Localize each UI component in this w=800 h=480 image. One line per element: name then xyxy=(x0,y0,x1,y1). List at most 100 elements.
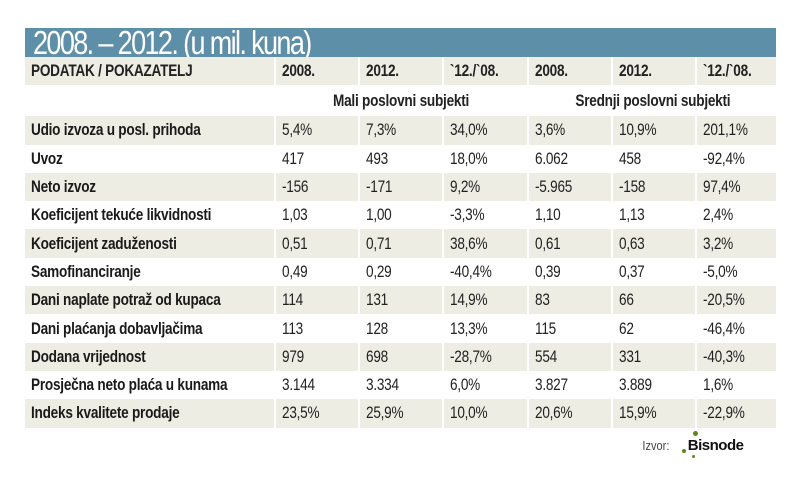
row-label: Udio izvoza u posl. prihoda xyxy=(25,116,275,145)
header-cell: 2008. xyxy=(274,57,359,86)
group-mali: Mali poslovni subjekti xyxy=(274,85,528,117)
value-cell: 1,6% xyxy=(695,370,776,400)
logo-dot xyxy=(681,449,686,453)
value-cell: 417 xyxy=(274,144,359,173)
logo-dot xyxy=(691,455,695,458)
value-cell: 18,0% xyxy=(442,144,528,173)
value-cell: 62 xyxy=(611,314,696,343)
value-cell: 698 xyxy=(358,342,443,371)
value-cell: 115 xyxy=(527,314,612,343)
value-cell: -171 xyxy=(358,172,443,202)
value-cell: 2,4% xyxy=(695,201,776,230)
header-cell: PODATAK / POKAZATELJ xyxy=(25,57,275,86)
value-cell: -22,9% xyxy=(695,399,776,428)
value-cell: 0,49 xyxy=(274,257,359,287)
table-row: Udio izvoza u posl. prihoda 5,4% 7,3% 34,0%… xyxy=(25,116,776,145)
value-cell: 0,61 xyxy=(527,229,612,258)
value-cell: 0,51 xyxy=(274,229,359,258)
value-cell: 458 xyxy=(611,144,696,173)
value-cell: 7,3% xyxy=(358,116,443,145)
row-label: Koeficijent tekuće likvidnosti xyxy=(31,205,212,225)
value-cell: 113 xyxy=(274,314,359,343)
value-cell: 0,71 xyxy=(358,229,443,258)
value-cell: 0,37 xyxy=(611,257,696,287)
bisnode-logo: Bisnode xyxy=(681,431,744,458)
row-label: Samofinanciranje xyxy=(31,261,141,281)
value-cell: 331 xyxy=(611,342,696,371)
value-cell: 3.827 xyxy=(527,370,612,400)
value-cell: -156 xyxy=(274,172,359,202)
value-cell: -28,7% xyxy=(442,342,528,371)
value-cell: 201,1% xyxy=(695,116,776,145)
value-cell: 3.889 xyxy=(611,370,696,400)
row-label: Neto izvoz xyxy=(25,172,275,202)
table-row: Uvoz 417 493 18,0% 6.062 458 -92,4% xyxy=(25,144,776,173)
value-cell: -92,4% xyxy=(695,144,776,173)
value-cell: -3,3% xyxy=(442,201,528,230)
value-cell: 0,29 xyxy=(358,257,443,287)
group-row: Mali poslovni subjekti Srednji poslovni … xyxy=(25,85,776,117)
row-label: Prosječna neto plaća u kunama xyxy=(31,375,228,395)
row-label: Dani naplate potraž od kupaca xyxy=(25,286,275,315)
table-row: Dodana vrijednost 979 698 -28,7% 554 331 -40,3… xyxy=(25,342,776,371)
value-cell: -40,4% xyxy=(442,257,528,287)
value-cell: 1,03 xyxy=(274,201,359,230)
header-cell: 2012. xyxy=(611,57,696,86)
value-cell: 3.144 xyxy=(274,370,359,400)
group-spacer xyxy=(25,85,275,116)
value-cell: 0,39 xyxy=(527,257,612,287)
value-cell: 3,6% xyxy=(527,116,612,145)
value-cell: -5,0% xyxy=(695,257,776,287)
value-cell: 20,6% xyxy=(527,399,612,428)
value-cell: 554 xyxy=(527,342,612,371)
value-cell: 13,3% xyxy=(442,314,528,343)
value-cell: 6,0% xyxy=(442,370,528,400)
row-label: Dani plaćanja dobavljačima xyxy=(31,318,203,338)
title-bar: 2008. – 2012. (u mil. kuna) xyxy=(25,24,776,61)
value-cell: 15,9% xyxy=(611,399,696,428)
value-cell: 5,4% xyxy=(274,116,359,145)
value-cell: 1,10 xyxy=(527,201,612,230)
data-table: PODATAK / POKAZATELJ 2008. 2012. `12./`0… xyxy=(25,57,776,428)
row-label: Koeficijent zaduženosti xyxy=(25,229,275,258)
table-row: Samofinanciranje 0,49 0,29 -40,4% 0,39 0,37 -5… xyxy=(25,257,776,287)
row-label: Indeks kvalitete prodaje xyxy=(25,399,275,428)
header-cell: `12./`08. xyxy=(695,57,776,86)
value-cell: 9,2% xyxy=(442,172,528,202)
row-label: Dodana vrijednost xyxy=(25,342,275,371)
value-cell: -40,3% xyxy=(695,342,776,371)
value-cell: 83 xyxy=(527,286,612,315)
value-cell: -46,4% xyxy=(695,314,776,343)
value-cell: 34,0% xyxy=(442,116,528,145)
value-cell: 114 xyxy=(274,286,359,315)
value-cell: 23,5% xyxy=(274,399,359,428)
value-cell: 6.062 xyxy=(527,144,612,173)
table-row: Koeficijent tekuće likvidnosti 1,03 1,00 -3… xyxy=(25,201,776,230)
row-label: Uvoz xyxy=(31,148,63,168)
value-cell: 493 xyxy=(358,144,443,173)
logo-dot xyxy=(692,431,698,436)
source: Izvor: Bisnode xyxy=(640,431,744,458)
table-row: Dani naplate potraž od kupaca 114 131 14,9%… xyxy=(25,286,776,315)
value-cell: 1,13 xyxy=(611,201,696,230)
table-row: Koeficijent zaduženosti 0,51 0,71 38,6% 0,61… xyxy=(25,229,776,258)
value-cell: 3.334 xyxy=(358,370,443,400)
value-cell: 128 xyxy=(358,314,443,343)
value-cell: -158 xyxy=(611,172,696,202)
value-cell: 10,0% xyxy=(442,399,528,428)
group-srednji: Srednji poslovni subjekti xyxy=(527,85,776,117)
table-row: Prosječna neto plaća u kunama 3.144 3.334 6… xyxy=(25,370,776,400)
value-cell: 38,6% xyxy=(442,229,528,258)
value-cell: -5.965 xyxy=(527,172,612,202)
value-cell: 3,2% xyxy=(695,229,776,258)
header-cell: 2008. xyxy=(527,57,612,86)
value-cell: 25,9% xyxy=(358,399,443,428)
value-cell: 97,4% xyxy=(695,172,776,202)
header-cell: 2012. xyxy=(358,57,443,86)
table-row: Neto izvoz -156 -171 9,2% -5.965 -158 97,4% xyxy=(25,172,776,202)
value-cell: 14,9% xyxy=(442,286,528,315)
value-cell: -20,5% xyxy=(695,286,776,315)
table-row: Indeks kvalitete prodaje 23,5% 25,9% 10,0% 2… xyxy=(25,399,776,428)
table-row: Dani plaćanja dobavljačima 113 128 13,3% 115… xyxy=(25,314,776,343)
header-row: PODATAK / POKAZATELJ 2008. 2012. `12./`0… xyxy=(25,57,776,86)
